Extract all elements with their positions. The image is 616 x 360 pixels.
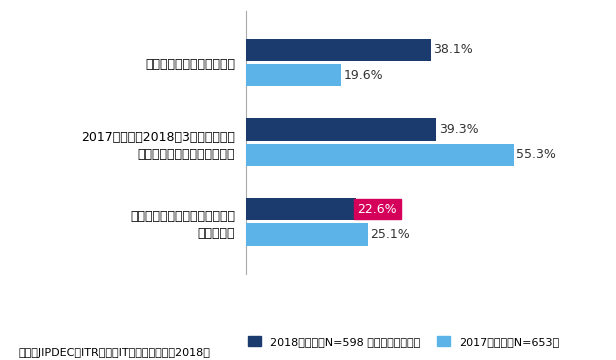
Bar xyxy=(246,198,355,220)
Text: 19.6%: 19.6% xyxy=(344,69,383,82)
Bar xyxy=(246,118,436,141)
Bar xyxy=(246,224,368,246)
Text: 25.1%: 25.1% xyxy=(370,228,410,241)
Legend: 2018年調査（N=598 不明回答を除く）, 2017年調査（N=653）: 2018年調査（N=598 不明回答を除く）, 2017年調査（N=653） xyxy=(248,336,559,347)
Bar xyxy=(246,64,341,86)
Text: 22.6%: 22.6% xyxy=(357,203,397,216)
Bar xyxy=(246,39,431,61)
Text: 出典：JIPDEC／ITR「企業IT利活用動向調査2018」: 出典：JIPDEC／ITR「企業IT利活用動向調査2018」 xyxy=(18,348,210,358)
Text: 38.1%: 38.1% xyxy=(433,43,472,56)
Text: 39.3%: 39.3% xyxy=(439,123,479,136)
Bar xyxy=(246,144,514,166)
Text: 55.3%: 55.3% xyxy=(516,148,556,161)
